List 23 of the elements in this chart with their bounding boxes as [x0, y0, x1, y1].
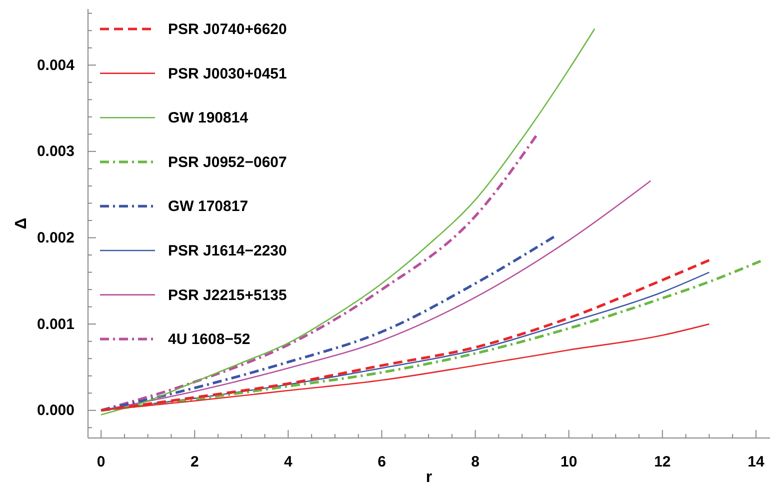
y-tick-label: 0.000 — [36, 402, 74, 420]
legend-label: GW 170817 — [168, 198, 248, 216]
y-tick-label: 0.002 — [36, 230, 74, 247]
x-tick-label: 4 — [284, 454, 294, 470]
legend-label: PSR J0740+6620 — [168, 21, 287, 38]
legend-label: PSR J2215+5135 — [168, 286, 287, 304]
legend-label: GW 190814 — [168, 110, 249, 127]
x-tick-label: 2 — [190, 454, 199, 470]
x-tick-label: 0 — [96, 454, 106, 470]
legend-label: PSR J1614−2230 — [168, 242, 287, 260]
x-tick-label: 14 — [748, 454, 765, 470]
y-axis-title: Δ — [13, 218, 30, 230]
x-tick-label: 12 — [654, 454, 671, 470]
x-tick-label: 10 — [560, 454, 578, 470]
y-tick-label: 0.001 — [36, 316, 74, 333]
legend-label: PSR J0030+0451 — [168, 65, 287, 82]
x-tick-label: 8 — [471, 454, 480, 470]
y-tick-label: 0.003 — [36, 143, 74, 160]
legend-label: 4U 1608−52 — [168, 331, 250, 348]
x-tick-label: 6 — [378, 454, 386, 470]
y-tick-label: 0.004 — [36, 56, 76, 74]
legend-label: PSR J0952−0607 — [168, 154, 287, 171]
x-axis-title: r — [426, 469, 432, 486]
